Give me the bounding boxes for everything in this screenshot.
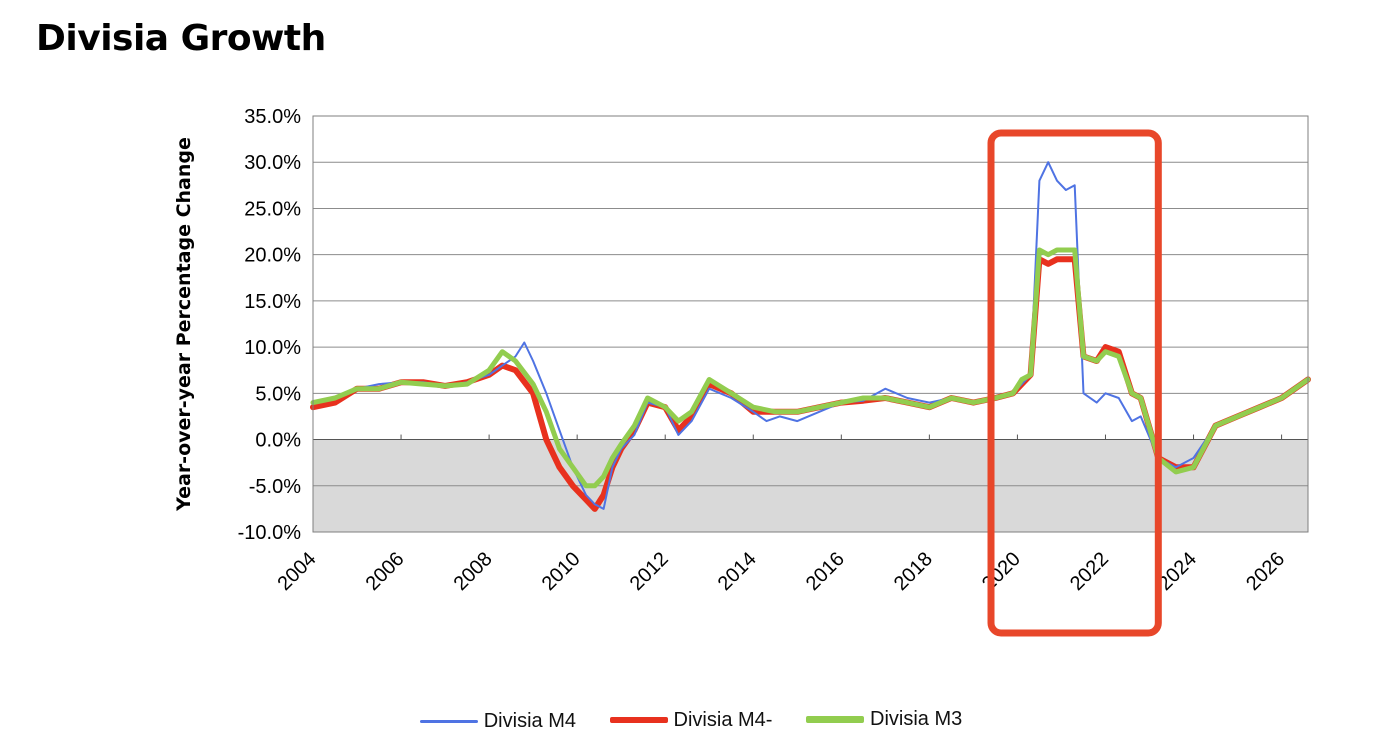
y-tick-label: 20.0%	[244, 245, 301, 267]
highlight-box	[987, 129, 1162, 637]
line-chart: 35.0% 30.0% 25.0% 20.0% 15.0% 10.0% 5.0% 0.0% -5…	[173, 106, 1311, 637]
page-title: Divisia Growth	[36, 18, 326, 59]
x-tick-label: 2022	[1066, 548, 1113, 595]
legend-item-m4: Divisia M4	[419, 710, 576, 733]
series-lines	[310, 161, 1311, 512]
x-tick-label: 2016	[802, 548, 849, 595]
y-tick-label: 35.0%	[244, 106, 301, 128]
x-tick-label: 2004	[274, 548, 321, 595]
gridlines	[313, 115, 1308, 533]
legend-label-m3: Divisia M3	[870, 708, 963, 730]
x-tick-label: 2026	[1242, 548, 1289, 595]
series-line-m4	[312, 161, 1309, 510]
legend-swatch-m4minus	[609, 717, 668, 723]
x-tick-label: 2010	[538, 548, 585, 595]
y-tick-label: -10.0%	[238, 522, 302, 544]
legend-item-m4minus: Divisia M4-	[609, 708, 773, 732]
y-tick-label: -5.0%	[249, 476, 301, 498]
legend-swatch-m4	[419, 720, 478, 723]
y-tick-label: 15.0%	[244, 291, 301, 313]
series-line-m3	[310, 247, 1311, 489]
y-tick-label: 0.0%	[255, 430, 301, 452]
x-tick-label: 2006	[362, 548, 409, 595]
legend-swatch-m3	[806, 716, 865, 723]
legend-label-m4minus: Divisia M4-	[673, 708, 773, 731]
y-tick-label: 25.0%	[244, 198, 301, 220]
legend-label-m4: Divisia M4	[483, 710, 576, 732]
y-axis-label: Year-over-year Percentage Change	[173, 137, 195, 512]
x-tick-label: 2014	[714, 548, 761, 595]
plot-frame	[312, 115, 1309, 533]
x-tick-label: 2008	[450, 548, 497, 595]
y-tick-label: 5.0%	[255, 383, 301, 405]
x-tick-label: 2018	[890, 548, 937, 595]
y-axis-ticks: 35.0% 30.0% 25.0% 20.0% 15.0% 10.0% 5.0% 0.0% -5…	[238, 106, 302, 544]
x-tick-label: 2020	[978, 548, 1025, 595]
legend: Divisia M4 Divisia M4- Divisia M3	[0, 706, 1382, 733]
legend-item-m3: Divisia M3	[806, 708, 962, 731]
x-tick-label: 2012	[626, 548, 673, 595]
y-tick-label: 10.0%	[244, 337, 301, 359]
y-tick-label: 30.0%	[244, 152, 301, 174]
